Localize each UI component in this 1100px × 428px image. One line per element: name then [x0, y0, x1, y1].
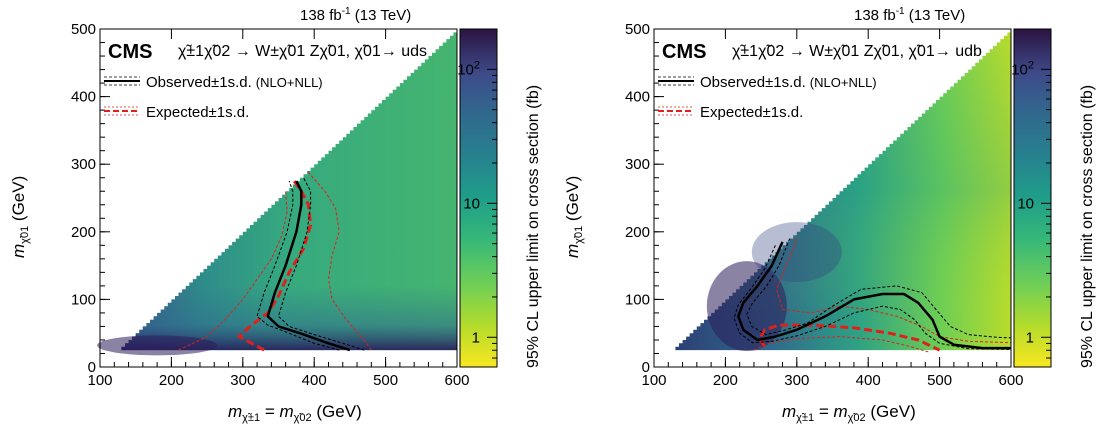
- observed-minus-1sd-line: [733, 245, 1012, 350]
- legend-left: Observed±1s.d. (NLO+NLL) Expected±1s.d.: [104, 74, 323, 121]
- heatmap-dark-region: [97, 335, 218, 356]
- process-label: χ̃±1χ̃02 → W±χ̃01 Zχ̃01, χ̃01→ udb: [732, 43, 982, 60]
- x-tick-label: 500: [373, 372, 398, 389]
- heatmap-shade: [117, 29, 458, 351]
- y-tick-label: 200: [625, 224, 650, 241]
- cms-label: CMS: [108, 41, 152, 63]
- expected-line: [758, 323, 941, 352]
- observed-plus-1sd-line: [746, 238, 1012, 339]
- x-tick-label: 300: [230, 372, 255, 389]
- x-tick-label: 100: [641, 372, 666, 389]
- x-tick-label: 600: [998, 372, 1023, 389]
- x-tick-label: 200: [713, 372, 738, 389]
- legend-expected-label: Expected±1s.d.: [700, 104, 803, 121]
- expected-plus-1sd-line: [306, 170, 372, 351]
- z-tick-label: 1: [1026, 329, 1034, 346]
- x-tick-label: 600: [444, 372, 469, 389]
- y-tick-label: 500: [625, 21, 650, 38]
- y-tick-label: 100: [71, 291, 96, 308]
- colorbar-right: 1 10 102: [1011, 28, 1052, 368]
- x-axis-label-left: mχ̃±1 = mχ̃02 (GeV): [228, 402, 362, 424]
- heatmap-left: [97, 29, 458, 356]
- expected-plus-1sd-line: [776, 238, 1012, 344]
- y-axis-label-right: mχ̃01 (GeV): [563, 176, 585, 258]
- y-tick-label: 200: [71, 224, 96, 241]
- observed-plus-1sd-line: [278, 177, 365, 351]
- y-tick-label: 0: [88, 359, 96, 376]
- plot-frame-left: [99, 28, 458, 368]
- expected-line: [237, 180, 313, 352]
- heatmap-shade: [671, 29, 1011, 351]
- legend-right: Observed±1s.d. (NLO+NLL) Expected±1s.d.: [658, 74, 877, 121]
- heatmap-right: [671, 29, 1011, 352]
- observed-line: [737, 241, 1011, 350]
- colorbar-left: 1 10 102: [457, 28, 498, 368]
- x-tick-label: 300: [784, 372, 809, 389]
- y-tick-label: 300: [71, 156, 96, 173]
- process-label: χ̃±1χ̃02 → W±χ̃01 Zχ̃01, χ̃01→ uds: [178, 43, 427, 60]
- plot-frame-right: [653, 28, 1012, 368]
- legend-observed-label: Observed±1s.d. (NLO+NLL): [146, 74, 323, 91]
- contours-left: [178, 170, 372, 352]
- legend-expected-label: Expected±1s.d.: [146, 104, 249, 121]
- heatmap-dark-region: [706, 261, 787, 352]
- y-tick-label: 100: [625, 291, 650, 308]
- colorbar-scale: [1013, 28, 1052, 368]
- x-tick-label: 400: [856, 372, 881, 389]
- x-axis-label-right: mχ̃±1 = mχ̃02 (GeV): [782, 402, 916, 424]
- colorbar-scale: [459, 28, 498, 368]
- cms-label: CMS: [662, 41, 706, 63]
- y-tick-label: 400: [625, 89, 650, 106]
- heatmap-dark-region: [751, 222, 842, 283]
- observed-line: [266, 180, 351, 352]
- x-tick-label: 500: [927, 372, 952, 389]
- x-tick-label: 400: [302, 372, 327, 389]
- contours-right: [733, 238, 1012, 353]
- expected-minus-1sd-line: [753, 336, 930, 353]
- z-tick-label: 102: [1011, 59, 1034, 78]
- z-axis-label-left: 95% CL upper limit on cross section (fb): [525, 85, 542, 368]
- y-tick-label: 400: [71, 89, 96, 106]
- observed-minus-1sd-line: [256, 180, 340, 351]
- y-axis-label-left: mχ̃01 (GeV): [9, 176, 31, 258]
- lumi-label: 138 fb-1 (13 TeV): [300, 6, 411, 24]
- y-tick-label: 0: [642, 359, 650, 376]
- y-tick-label: 500: [71, 21, 96, 38]
- lumi-label: 138 fb-1 (13 TeV): [854, 6, 965, 24]
- z-tick-label: 102: [457, 59, 480, 78]
- x-tick-label: 200: [159, 372, 184, 389]
- z-axis-label-right: 95% CL upper limit on cross section (fb): [1079, 85, 1096, 368]
- z-tick-label: 1: [472, 329, 480, 346]
- z-tick-label: 10: [463, 195, 480, 212]
- x-tick-label: 100: [87, 372, 112, 389]
- y-tick-label: 300: [625, 156, 650, 173]
- z-tick-label: 10: [1017, 195, 1034, 212]
- legend-observed-label: Observed±1s.d. (NLO+NLL): [700, 74, 877, 91]
